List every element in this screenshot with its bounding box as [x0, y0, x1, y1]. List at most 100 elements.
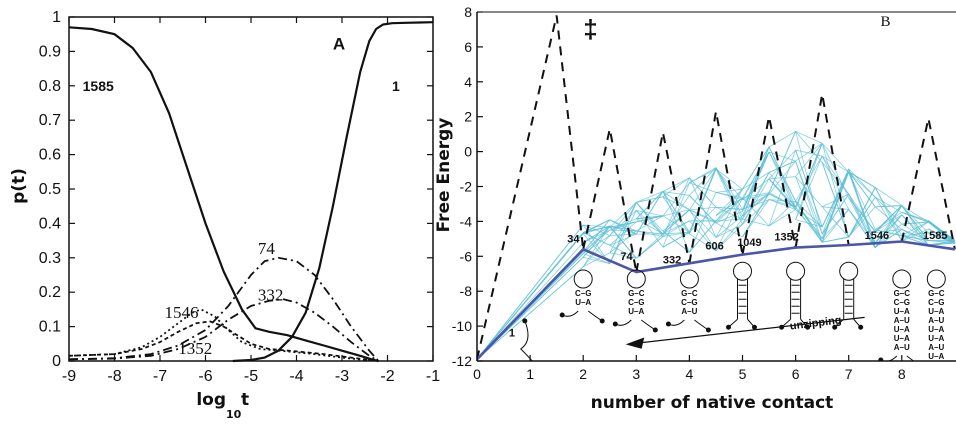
network-edge — [928, 220, 956, 244]
series-line-1546 — [68, 308, 379, 362]
network-edge — [768, 131, 796, 148]
network-edge — [742, 172, 770, 225]
network-edge — [768, 151, 796, 162]
network-edge — [821, 171, 850, 228]
chain-end — [522, 318, 528, 324]
network-edge — [901, 205, 929, 241]
network-edge — [848, 171, 876, 230]
panel-a-annotations: A 1585 1 74 332 1546 1352 — [83, 35, 400, 358]
barrier-line — [794, 93, 850, 248]
y-tick-label-a: 0.2 — [39, 284, 61, 301]
network-edge — [848, 171, 876, 208]
network-edge — [662, 215, 690, 233]
annotation-b: 1352 — [774, 232, 798, 244]
network-edge — [848, 171, 876, 249]
hairpin-end — [705, 327, 711, 333]
network-edge — [795, 201, 823, 239]
network-edge — [715, 188, 743, 216]
network-edge — [742, 172, 770, 220]
x-tick-label-b: 4 — [686, 366, 694, 382]
network-edge — [583, 253, 610, 265]
network-edge — [583, 256, 610, 265]
x-tick-label-a: -6 — [198, 368, 212, 385]
hairpin-pair: U–A — [894, 325, 910, 334]
network-edge — [715, 168, 743, 190]
y-tick-label-a: 0.1 — [39, 319, 61, 336]
network-edge — [689, 168, 717, 235]
annotation-a: 1585 — [83, 78, 114, 94]
network-edge — [662, 209, 690, 217]
hairpin-pair: U–A — [928, 307, 944, 316]
network-edge — [635, 202, 664, 237]
panel-a-frame — [68, 16, 434, 362]
network-edge — [662, 182, 690, 248]
network-edge — [583, 232, 610, 246]
network-edge — [636, 215, 663, 223]
network-edge — [715, 188, 743, 193]
network-edge — [821, 143, 849, 173]
stem-loop — [733, 261, 752, 281]
x-tick-label-a: -5 — [244, 368, 258, 385]
network-edge — [715, 197, 743, 216]
network-edge — [768, 151, 796, 202]
hairpin-pair: C–G — [928, 298, 944, 307]
network-edge — [636, 210, 664, 235]
hairpin-loop — [679, 269, 699, 289]
network-edge — [795, 209, 823, 228]
y-tick-label-a: 0.4 — [39, 215, 61, 232]
stem-tail — [781, 318, 808, 328]
network-edge — [689, 209, 717, 224]
network-edge — [662, 177, 690, 198]
network-edge — [662, 191, 690, 196]
annotation-b: 1 — [509, 328, 515, 340]
network-edge — [821, 143, 850, 198]
annotation-b: 606 — [705, 240, 723, 252]
network-edge — [795, 219, 823, 228]
panel-a: -9 -8 -7 -6 -5 -4 -3 -2 -1 0 0.1 0.2 0.3 0.4 0.5 0.6 0.7… — [9, 9, 440, 421]
hairpin-tail — [641, 319, 656, 331]
hairpin-pair: A–U — [928, 343, 944, 352]
network-edge — [689, 168, 717, 211]
panel-b: C–GU–AG–CC–GU–AG–CC–GA–UG–CC–GU–AA–UU–AU… — [434, 4, 956, 413]
panel-a-xlabel: log — [196, 390, 226, 410]
network-edge — [636, 233, 664, 259]
hairpin-loop — [926, 269, 946, 289]
network-edge — [874, 214, 903, 244]
chain-end — [538, 368, 543, 373]
barrier-line — [635, 132, 691, 273]
network-edge — [742, 197, 770, 227]
network-edge — [715, 218, 743, 251]
series-line-74 — [68, 256, 380, 362]
hairpin-pair: G–C — [628, 289, 645, 298]
hairpin-end — [652, 327, 658, 333]
x-tick-label-a: -7 — [153, 368, 167, 385]
network-edge — [874, 205, 903, 233]
network-edge — [901, 221, 929, 242]
network-edge — [768, 193, 796, 208]
network-edge — [795, 149, 823, 228]
x-tick-label-a: -9 — [62, 368, 76, 385]
network-edge — [795, 143, 823, 177]
x-tick-label-b: 8 — [898, 366, 906, 382]
hairpin-end — [599, 318, 605, 324]
network-edge — [662, 231, 690, 237]
stem-tail — [728, 318, 755, 328]
network-edge — [636, 191, 664, 203]
barrier-line — [741, 116, 797, 255]
y-tick-label-b: -12 — [452, 353, 472, 369]
network-edge — [901, 205, 929, 234]
x-tick-label-a: -3 — [335, 368, 349, 385]
panel-a-xlabel-suffix: t — [241, 390, 249, 410]
y-tick-label-a: 0.7 — [39, 112, 61, 129]
hairpin-tail — [941, 365, 955, 375]
network-edge — [636, 196, 663, 203]
network-edge — [795, 160, 823, 235]
network-edge — [689, 220, 717, 253]
network-edge — [901, 235, 929, 241]
hairpin-tail — [694, 319, 709, 331]
network-edge — [768, 199, 796, 210]
barrier-line — [688, 111, 744, 264]
network-edge — [689, 209, 717, 238]
network-edge — [477, 224, 584, 360]
